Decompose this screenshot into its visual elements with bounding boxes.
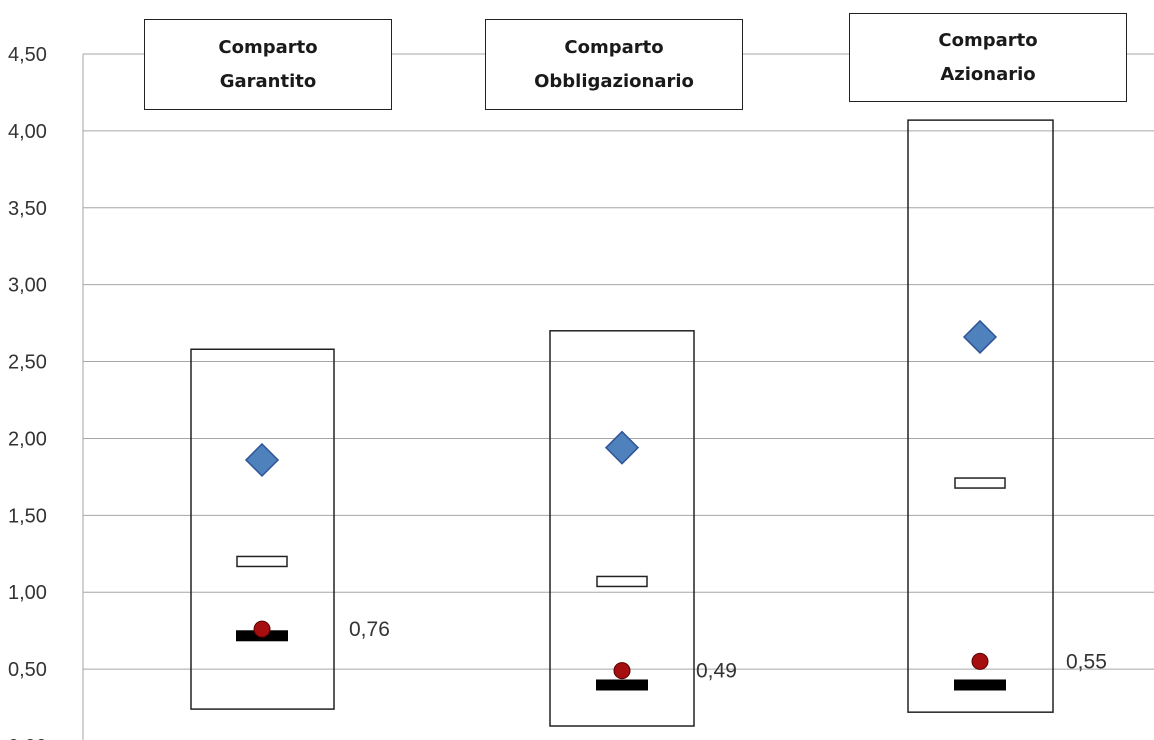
y-tick-label: 0,00 <box>8 736 47 740</box>
dot-marker <box>253 620 271 638</box>
category-group: 0,49 <box>549 330 737 727</box>
header-box-azionario: Comparto Azionario <box>849 13 1127 102</box>
dot-marker <box>613 662 631 680</box>
y-tick-label: 3,00 <box>8 275 47 297</box>
diamond-marker <box>604 430 640 465</box>
header-line-1: Comparto <box>938 29 1038 51</box>
open-bar-marker <box>596 575 648 588</box>
y-tick-label: 3,50 <box>8 198 47 220</box>
header-line-2: Azionario <box>940 63 1036 85</box>
header-box-garantito: Comparto Garantito <box>144 19 392 110</box>
black-bar-marker <box>596 679 648 691</box>
open-bar-marker <box>236 555 288 568</box>
category-group: 0,76 <box>190 348 390 710</box>
diamond-marker <box>244 442 280 478</box>
data-label: 0,76 <box>349 618 390 641</box>
y-axis: 0,00 0,50 1,00 1,50 2,00 2,50 3,00 3,50 4,00 4,50 <box>8 44 47 740</box>
range-box <box>907 119 1054 713</box>
header-line-2: Obbligazionario <box>534 70 694 92</box>
y-tick-label: 4,50 <box>8 44 47 66</box>
header-line-1: Comparto <box>564 36 664 58</box>
open-bar-marker <box>954 477 1006 489</box>
y-tick-label: 4,00 <box>8 121 47 143</box>
y-tick-label: 0,50 <box>8 659 47 681</box>
dot-marker <box>971 652 989 670</box>
header-box-obbligazionario: Comparto Obbligazionario <box>485 19 743 110</box>
y-tick-label: 1,00 <box>8 582 47 604</box>
range-box <box>190 348 335 710</box>
header-line-2: Garantito <box>219 70 317 92</box>
diamond-marker <box>962 319 998 355</box>
data-label: 0,49 <box>696 660 737 683</box>
y-tick-label: 1,50 <box>8 505 47 527</box>
category-group: 0,55 <box>907 119 1107 713</box>
black-bar-marker <box>954 679 1006 691</box>
y-tick-label: 2,50 <box>8 352 47 374</box>
plot-area: 0,76 0,49 0,55 <box>190 119 1107 727</box>
y-tick-label: 2,00 <box>8 428 47 450</box>
data-label: 0,55 <box>1066 650 1107 673</box>
range-box <box>549 330 695 727</box>
header-line-1: Comparto <box>218 36 318 58</box>
